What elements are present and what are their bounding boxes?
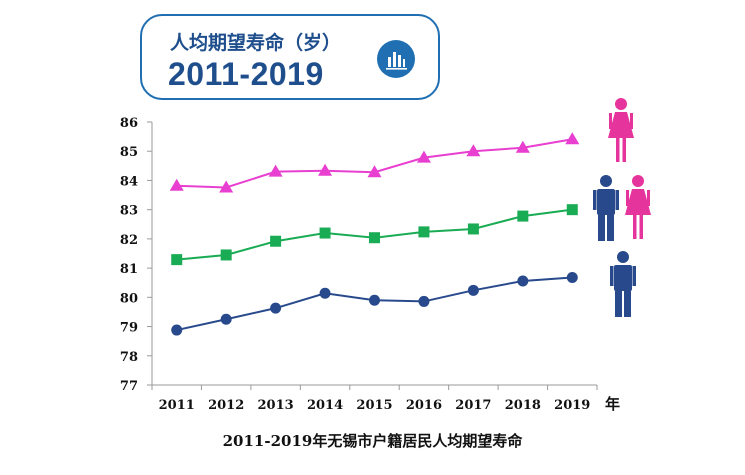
data-point [367,165,382,178]
x-tick-label: 2012 [208,398,244,413]
series-female [169,132,580,193]
series-line-female [176,138,573,189]
data-point [319,287,331,299]
x-tick-label: 2017 [455,398,491,413]
title-metric: 人均期望寿命（岁） [170,32,342,54]
bar-chart-icon [377,40,415,78]
y-tick-label: 83 [120,204,138,219]
x-tick-label: 2014 [307,398,343,413]
data-point [318,163,333,176]
data-point [220,313,232,325]
y-tick-label: 78 [120,350,138,365]
y-tick-label: 80 [120,291,138,306]
data-point [515,140,530,153]
data-point [169,178,184,191]
x-tick-label: 2016 [406,398,442,413]
x-tick-label: 2011 [159,398,195,413]
title-years: 2011-2019 [168,56,324,92]
data-point [219,180,234,193]
data-point [268,164,283,177]
x-tick-label: 2019 [554,398,590,413]
data-point [517,210,529,222]
data-point [270,235,282,247]
data-point [416,150,431,163]
y-tick-label: 82 [120,233,138,248]
y-tick-label: 84 [120,174,138,189]
chart-caption: 2011-2019年无锡市户籍居民人均期望寿命 [222,432,523,450]
male-figure-icon [593,175,619,241]
x-tick-label: 2018 [505,398,541,413]
axes: 77 78 79 80 81 82 83 84 85 86 2011 2012 2013 2014 2015… [120,116,620,413]
data-point [369,232,380,244]
x-tick-label: 2015 [356,398,392,413]
series-overall [171,204,578,266]
series-layer [169,132,580,336]
data-point [566,271,578,283]
data-point [369,294,380,306]
data-point [418,226,430,238]
y-tick-label: 81 [120,262,138,277]
data-point [466,144,481,157]
data-point [171,324,183,336]
x-axis-unit: 年 [605,395,620,413]
legend-icons [593,98,651,317]
data-point [418,295,430,307]
female-figure-icon [625,175,651,239]
data-point [171,254,183,266]
data-point [220,249,232,261]
x-tick-label: 2013 [258,398,294,413]
y-tick-label: 86 [120,116,138,131]
male-figure-icon [610,251,636,317]
series-male [171,271,578,336]
data-point [517,275,529,287]
y-tick-label: 77 [120,379,138,394]
data-point [566,204,578,216]
data-point [467,284,479,296]
title-card: 人均期望寿命（岁） 2011-2019 [140,14,440,100]
female-figure-icon [608,98,634,162]
y-tick-label: 85 [120,145,138,160]
data-point [270,302,282,314]
y-tick-label: 79 [120,321,138,336]
data-point [565,132,580,145]
data-point [467,223,479,235]
data-point [319,227,331,239]
